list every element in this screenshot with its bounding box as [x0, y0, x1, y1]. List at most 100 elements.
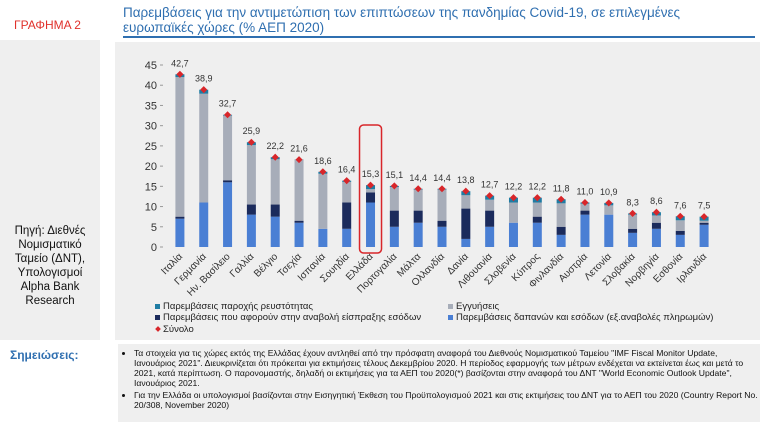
bar-segment — [175, 77, 185, 217]
bar-segment — [413, 210, 423, 223]
bar-segment — [366, 189, 376, 193]
total-label: 42,7 — [171, 58, 189, 68]
y-tick-label: 45 — [145, 60, 157, 72]
y-tick-label: 10 — [145, 202, 157, 214]
total-marker — [295, 156, 303, 164]
bar-segment — [699, 222, 709, 225]
bar-segment — [532, 222, 542, 247]
y-tick-label: 0 — [151, 242, 157, 254]
legend-label: Παρεμβάσεις δαπανών και εσόδων (εξ.αναβο… — [456, 312, 713, 323]
legend-label: Παρεμβάσεις παροχής ρευστότητας — [163, 301, 313, 312]
total-label: 10,9 — [600, 187, 618, 197]
bar-segment — [461, 238, 471, 247]
x-tick-label: Γαλλία — [227, 250, 256, 279]
bar-segment — [199, 93, 209, 203]
bar-segment — [485, 226, 495, 247]
title-rule — [123, 36, 755, 38]
total-label: 12,7 — [481, 180, 499, 190]
y-tick-label: 15 — [145, 181, 157, 193]
bar-segment — [461, 208, 471, 239]
y-tick-label: 5 — [151, 222, 157, 234]
bar-segment — [246, 214, 256, 247]
total-marker — [319, 168, 327, 176]
total-label: 21,6 — [290, 144, 308, 154]
figure-label: ΓΡΑΦΗΜΑ 2 — [14, 18, 81, 32]
total-marker — [486, 192, 494, 200]
total-marker — [557, 195, 565, 203]
bar-segment — [699, 220, 709, 223]
total-label: 7,6 — [674, 200, 687, 210]
notes-heading: Σημειώσεις: — [10, 348, 79, 362]
bar-segment — [651, 228, 661, 247]
bar-segment — [485, 210, 495, 227]
legend-label: Σύνολο — [163, 324, 194, 335]
bar-segment — [175, 216, 185, 219]
legend-swatch — [155, 326, 161, 332]
total-marker — [700, 213, 708, 221]
total-marker — [629, 209, 637, 217]
bar-segment — [437, 220, 447, 227]
legend-swatch — [448, 315, 453, 320]
total-label: 7,5 — [698, 201, 711, 211]
bar-segment — [461, 195, 471, 209]
bar-segment — [389, 187, 399, 211]
total-label: 15,3 — [362, 169, 380, 179]
total-marker — [271, 153, 279, 161]
bar-segment — [270, 216, 280, 247]
legend-label: Εγγυήσεις — [456, 301, 500, 312]
bar-segment — [246, 145, 256, 205]
bar-segment — [437, 189, 447, 221]
total-marker — [390, 182, 398, 190]
bar-segment — [604, 214, 614, 247]
y-tick-label: 30 — [145, 121, 157, 133]
total-marker — [200, 86, 208, 94]
bar-segment — [223, 115, 233, 181]
bar-segment — [318, 173, 328, 229]
legend-label: Παρεμβάσεις που αφορούν στην αναβολή είσ… — [163, 312, 421, 323]
total-marker — [581, 198, 589, 207]
bar-segment — [580, 214, 590, 247]
y-tick-label: 35 — [145, 100, 157, 112]
total-label: 15,1 — [386, 170, 404, 180]
bar-segment — [675, 230, 685, 235]
bar-segment — [675, 234, 685, 247]
bar-segment — [556, 203, 566, 227]
total-label: 8,6 — [650, 196, 663, 206]
bar-segment — [628, 228, 638, 233]
x-tick-label: Βέλγιο — [251, 250, 280, 279]
total-marker — [438, 185, 446, 193]
total-label: 38,9 — [195, 74, 213, 84]
bar-segment — [342, 202, 352, 229]
total-label: 18,6 — [314, 156, 332, 166]
bar-segment — [675, 220, 685, 231]
total-marker — [462, 187, 470, 195]
bar-segment — [366, 192, 376, 203]
total-marker — [414, 185, 422, 193]
bar-segment — [604, 205, 614, 215]
bar-segment — [580, 203, 590, 211]
bar-segment — [389, 210, 399, 227]
bar-segment — [389, 226, 399, 247]
bar-segment — [651, 215, 661, 223]
total-label: 12,2 — [505, 182, 523, 192]
total-marker — [176, 70, 184, 78]
bar-segment — [342, 228, 352, 247]
highlight-box — [358, 124, 383, 254]
total-label: 12,2 — [529, 182, 547, 192]
side-panel — [0, 40, 100, 340]
total-marker — [605, 199, 613, 207]
total-label: 16,4 — [338, 165, 356, 175]
total-label: 8,3 — [626, 197, 639, 207]
total-label: 22,2 — [266, 141, 284, 151]
bar-segment — [651, 222, 661, 229]
total-marker — [652, 208, 660, 216]
y-tick-label: 25 — [145, 141, 157, 153]
bar-segment — [223, 182, 233, 247]
source: Πηγή: Διεθνές Νομισματικό Ταμείο (ΔΝΤ), … — [14, 225, 86, 307]
total-label: 25,9 — [243, 126, 261, 136]
notes: Τα στοιχεία για τις χώρες εκτός της Ελλά… — [118, 344, 760, 422]
bar-segment — [580, 210, 590, 215]
total-label: 14,4 — [409, 173, 427, 183]
